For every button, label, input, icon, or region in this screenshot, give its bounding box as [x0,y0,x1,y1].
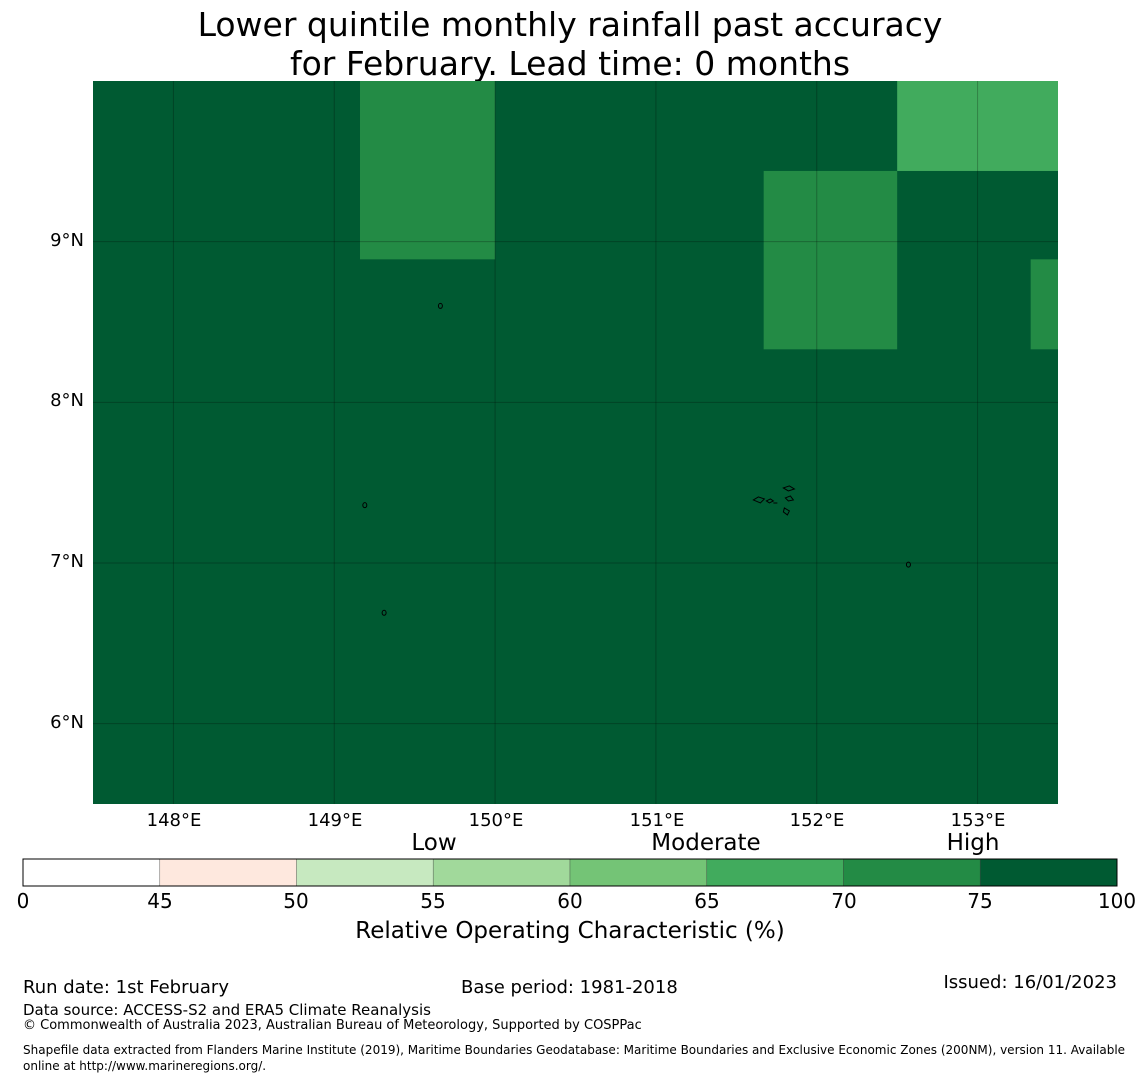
map-cell [763,170,898,350]
x-tick-label: 148°E [146,810,202,831]
colorbar-label: Relative Operating Characteristic (%) [355,918,785,944]
category-high-label: High [946,830,1000,856]
x-tick-label: 149°E [307,810,363,831]
colorbar-tick-label: 60 [557,889,583,913]
colorbar-frame [22,858,1118,887]
category-moderate-label: Moderate [651,830,761,856]
x-tick-label: 152°E [789,810,845,831]
colorbar-swatch [843,858,981,887]
shapefile-credit: Shapefile data extracted from Flanders M… [23,1043,1126,1073]
colorbar-tick-label: 55 [420,889,446,913]
colorbar-swatch [22,858,161,887]
island-outline [362,502,368,509]
colorbar-swatch [706,858,844,887]
colorbar-swatch [979,858,1118,887]
base-period: Base period: 1981-2018 [461,977,678,998]
map-cell [897,81,1058,171]
issued-date: Issued: 16/01/2023 [943,972,1117,993]
colorbar-tick-label: 45 [147,889,173,913]
island-outline [752,485,796,516]
colorbar-tick-label: 75 [967,889,993,913]
colorbar-tick-label: 100 [1097,889,1137,913]
y-tick-label: 7°N [50,551,84,572]
copyright: © Commonwealth of Australia 2023, Austra… [23,1018,642,1033]
island-outline [905,561,911,568]
colorbar-tick-label: 50 [283,889,309,913]
colorbar [22,858,1118,887]
data-source: Data source: ACCESS-S2 and ERA5 Climate … [23,1001,431,1019]
x-tick-label: 153°E [950,810,1006,831]
colorbar-swatch [159,858,297,887]
y-tick-label: 8°N [50,390,84,411]
chart-title-line-1: Lower quintile monthly rainfall past acc… [197,5,943,44]
colorbar-swatch [296,858,434,887]
category-low-label: Low [411,830,457,856]
colorbar-tick-label: 0 [16,889,30,913]
colorbar-swatch [569,858,708,887]
chart-title-line-2: for February. Lead time: 0 months [289,44,851,83]
x-tick-label: 150°E [468,810,524,831]
island-outline [437,302,443,309]
island-outline [381,609,387,616]
y-tick-label: 6°N [50,712,84,733]
map-background-cells [93,81,1058,804]
x-tick-label: 151°E [629,810,685,831]
map-cell [359,81,496,260]
colorbar-swatch [432,858,571,887]
map-plot-area [93,81,1058,804]
y-tick-label: 9°N [50,230,84,251]
map-cell [1030,259,1058,350]
colorbar-tick-label: 70 [831,889,857,913]
run-date: Run date: 1st February [23,977,229,998]
colorbar-tick-label: 65 [694,889,720,913]
